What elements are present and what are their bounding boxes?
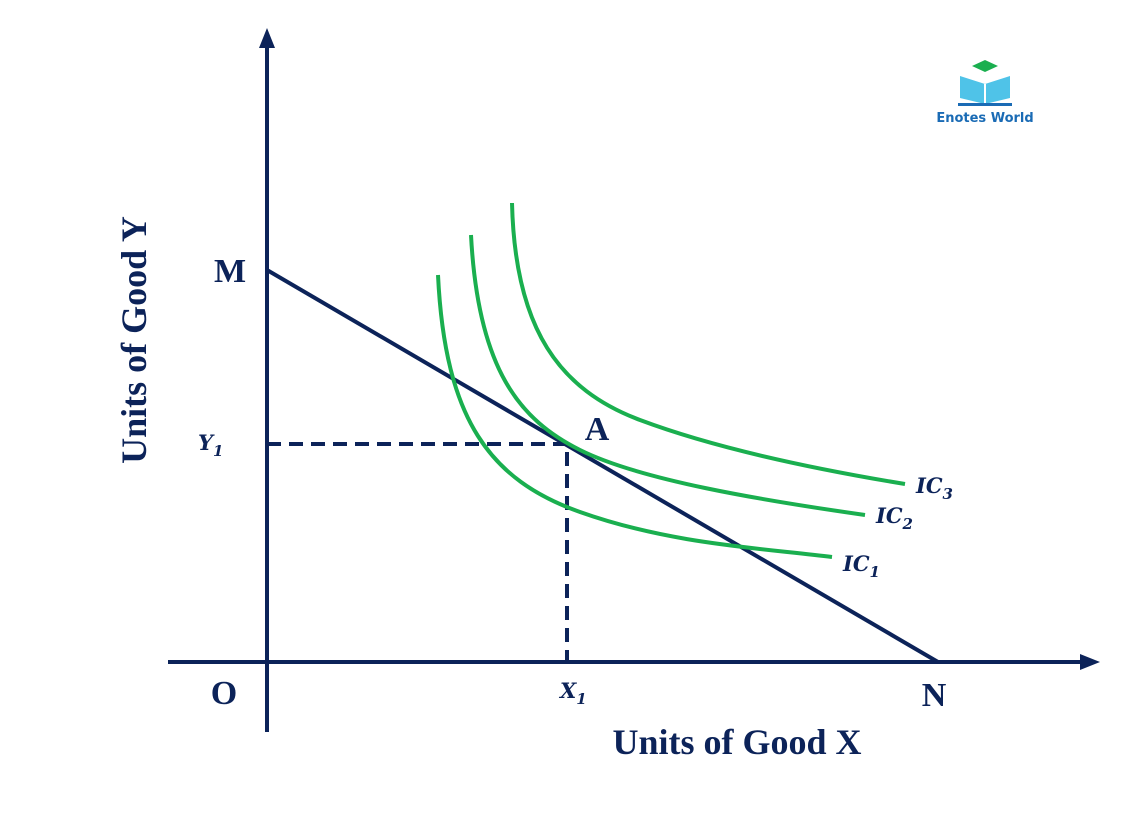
label-sub: 1 <box>213 442 223 460</box>
point-label: M <box>214 253 246 290</box>
point-label: N <box>922 677 947 714</box>
logo-icon <box>958 60 1012 106</box>
point-label: A <box>585 411 610 448</box>
curve-label: IC1 <box>842 551 880 581</box>
label-main: IC <box>915 473 943 498</box>
y-arrow <box>259 28 275 48</box>
label-sub: 1 <box>576 690 586 708</box>
ic2-curve <box>469 234 866 517</box>
curve-label: IC3 <box>915 473 953 503</box>
level-label: X1 <box>558 678 587 708</box>
label-main: IC <box>875 503 903 528</box>
budget-line <box>265 268 940 664</box>
label-sub: 3 <box>943 485 953 503</box>
label-sub: 2 <box>902 515 913 533</box>
x-arrow <box>1080 654 1100 670</box>
label-main: IC <box>842 551 870 576</box>
label-main: X <box>558 678 577 703</box>
logo-text: Enotes World <box>936 111 1033 126</box>
label-sub: 1 <box>870 563 880 581</box>
level-label: Y1 <box>198 430 223 460</box>
label-main: Y <box>198 430 215 455</box>
indifference-curves <box>436 202 906 559</box>
y-axis-label: Units of Good Y <box>114 216 154 464</box>
ic3-curve <box>510 202 906 486</box>
curve-label: IC2 <box>875 503 913 533</box>
ic1-curve <box>436 274 833 559</box>
point-label: O <box>211 675 237 712</box>
x-axis-label: Units of Good X <box>612 722 861 762</box>
axes <box>168 42 1088 732</box>
equilibrium-guides <box>267 442 569 662</box>
